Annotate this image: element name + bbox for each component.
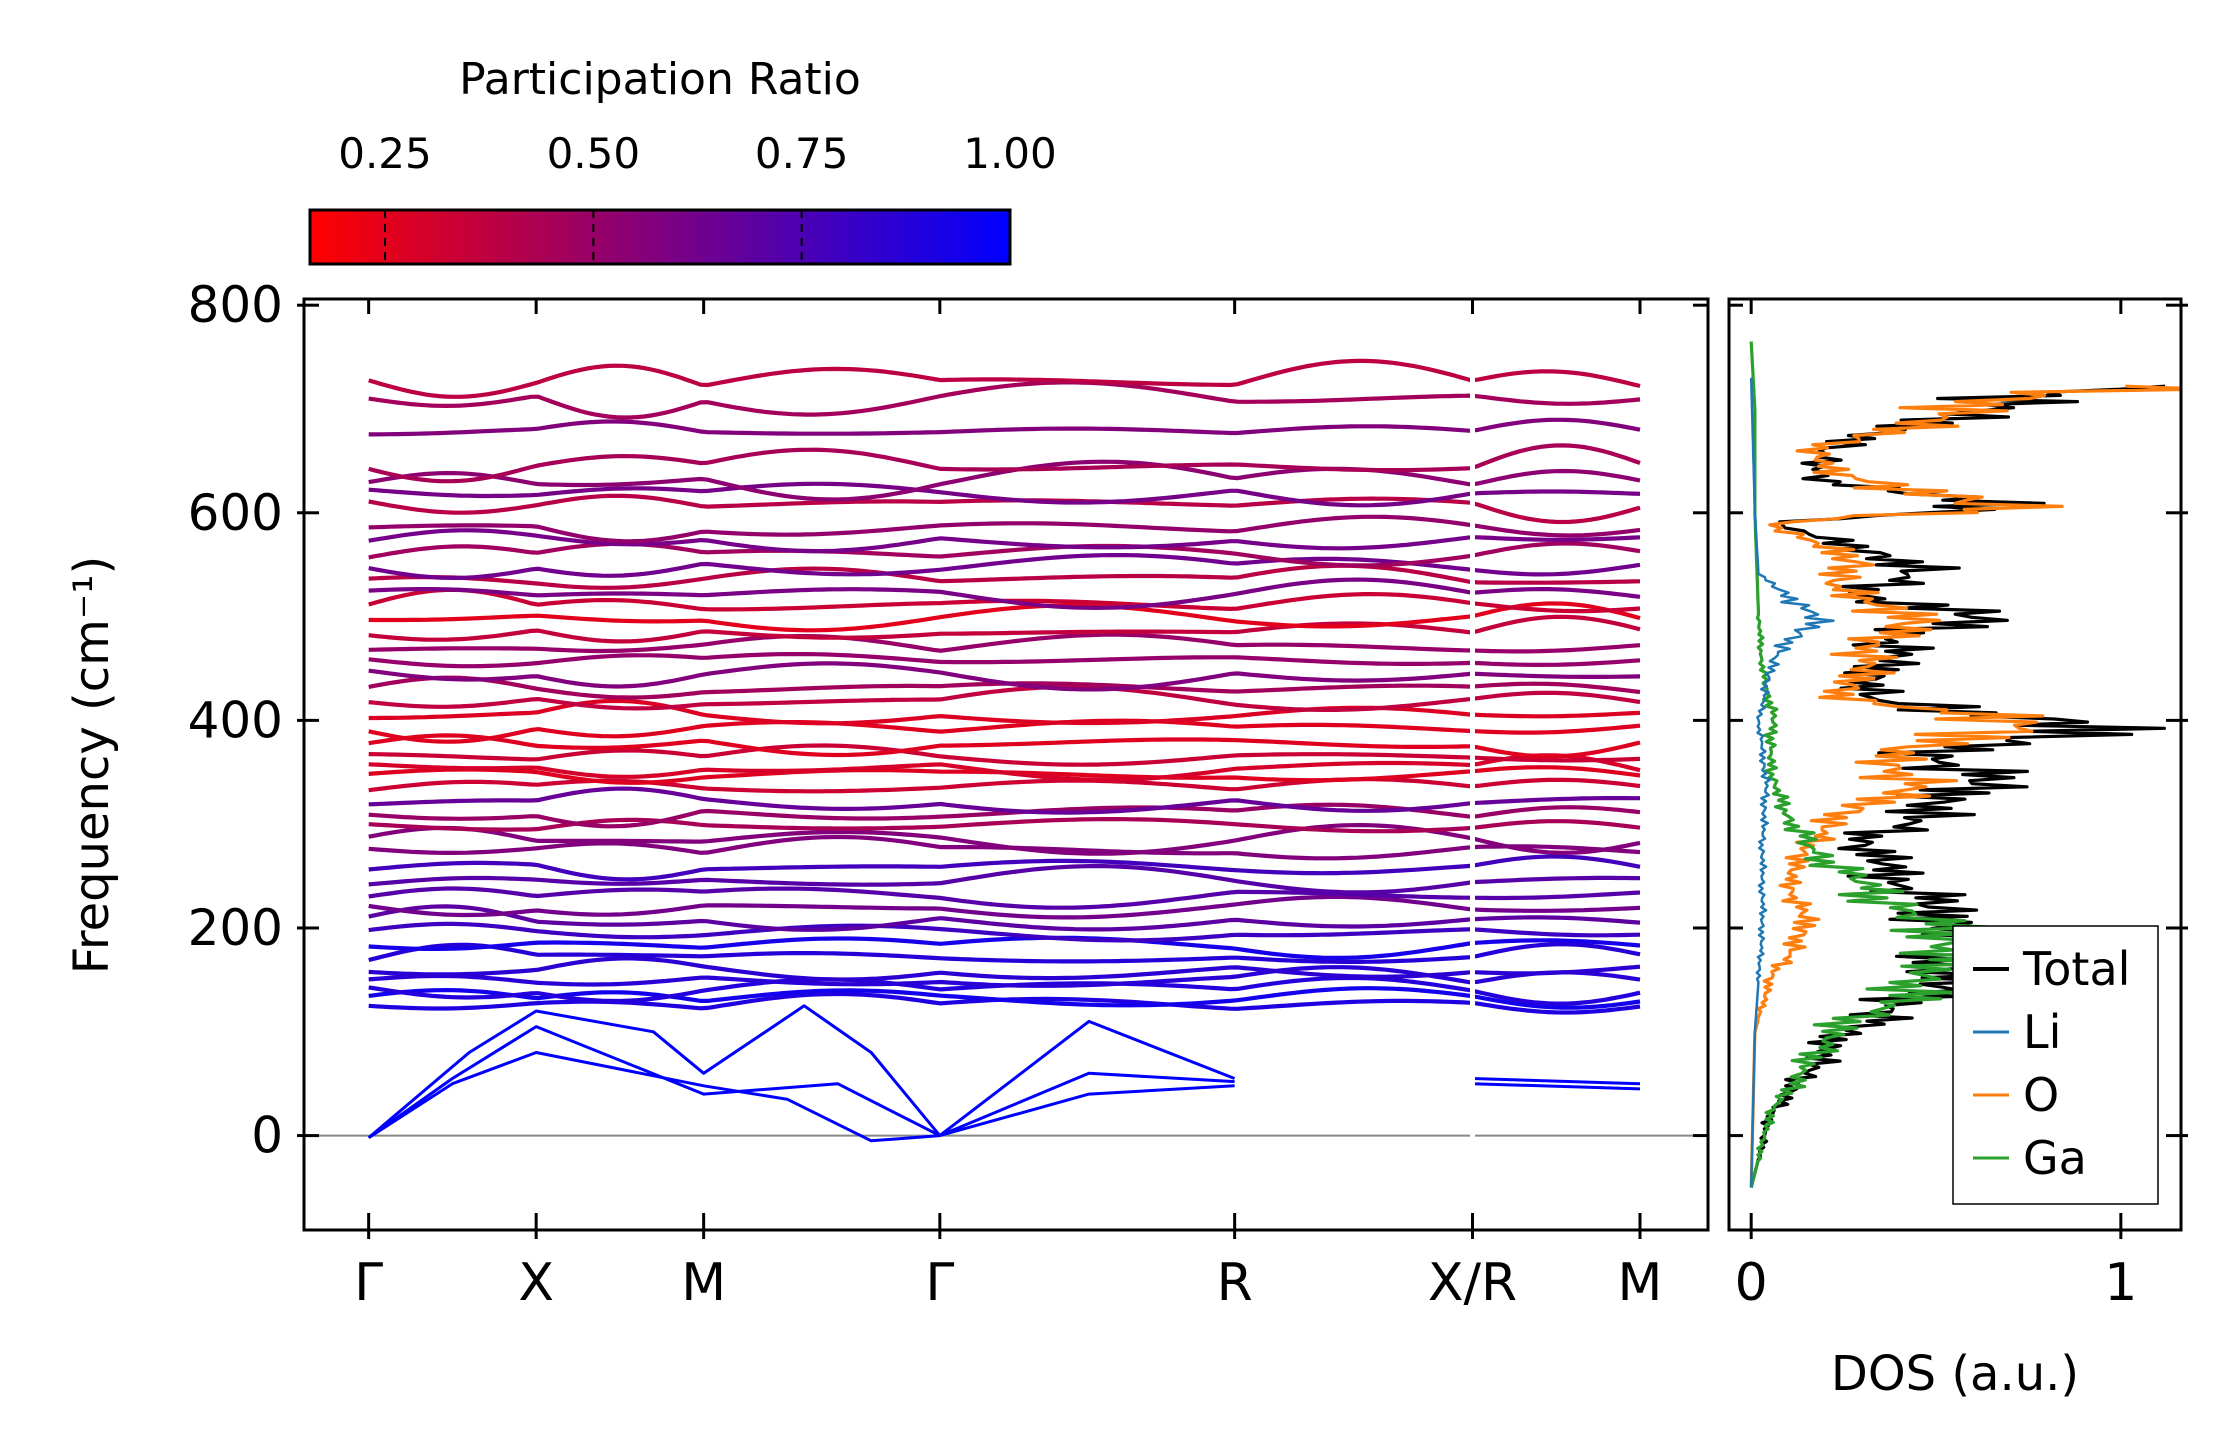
dos-x-tick-label: 1 (2104, 1253, 2137, 1313)
optical-branch (368, 514, 1641, 544)
optical-branch (368, 904, 1641, 932)
band-frame (302, 297, 1710, 1232)
x-axis-label-dos: DOS (a.u.) (1831, 1346, 2079, 1402)
legend-label: Ga (2023, 1131, 2087, 1185)
y-tick-label: 600 (188, 484, 283, 542)
x-tick-label: R (1217, 1253, 1253, 1313)
optical-branch (368, 733, 1641, 759)
optical-branch (368, 652, 1641, 669)
optical-branch (368, 358, 1641, 399)
legend-label: Total (2022, 942, 2130, 996)
colorbar: Participation Ratio 0.25 0.50 0.75 1.00 (308, 54, 1057, 266)
acoustic-branch (1472, 1077, 1641, 1086)
x-tick-label: M (1618, 1253, 1663, 1313)
optical-branch (368, 614, 1641, 644)
y-axis-label: Frequency (cm⁻¹) (64, 556, 120, 974)
legend-label: O (2023, 1068, 2059, 1122)
optical-branch (368, 802, 1641, 829)
colorbar-label: Participation Ratio (459, 54, 861, 105)
colorbar-tick-label: 1.00 (963, 129, 1057, 178)
optical-branch (368, 577, 1641, 611)
optical-branch (368, 528, 1641, 554)
optical-branch (368, 786, 1640, 815)
optical-branch (368, 601, 1641, 633)
colorbar-tick-label: 0.25 (338, 129, 432, 178)
optical-branch (368, 718, 1641, 744)
legend-label: Li (2023, 1005, 2061, 1059)
colorbar-tick-label: 0.50 (547, 129, 641, 178)
optical-branch (368, 956, 1641, 982)
optical-branch (368, 935, 1641, 960)
x-tick-label: Γ (925, 1253, 954, 1313)
dos-x-tick-label: 0 (1735, 1253, 1768, 1313)
optical-branch (368, 684, 1641, 712)
dos-lines (1749, 341, 2180, 1188)
dos-series-li (1749, 377, 1835, 1188)
band-x-axis: Γ X M Γ R X/R M (354, 300, 1662, 1313)
optical-branch (368, 541, 1641, 568)
optical-branch (368, 942, 1641, 964)
optical-branch (368, 661, 1641, 692)
optical-branch (368, 753, 1641, 782)
band-lines (367, 358, 1641, 1143)
optical-branch (368, 481, 1641, 508)
optical-branch (368, 698, 1641, 726)
optical-branch (368, 417, 1641, 437)
x-tick-label: X (518, 1253, 554, 1313)
optical-branch (368, 864, 1641, 895)
dos-frame (1727, 297, 2183, 1232)
y-tick-label: 0 (251, 1107, 283, 1165)
y-tick-label: 200 (188, 899, 283, 957)
y-tick-label: 400 (188, 691, 283, 749)
optical-branch (368, 854, 1641, 882)
optical-branch (368, 921, 1641, 943)
x-tick-label: X/R (1428, 1253, 1517, 1313)
y-tick-label: 800 (188, 276, 283, 334)
optical-branch (368, 380, 1641, 420)
x-tick-label: M (681, 1253, 726, 1313)
optical-branch (368, 632, 1641, 654)
optical-branch (368, 459, 1641, 502)
optical-branch (368, 553, 1641, 581)
colorbar-bar (308, 208, 1012, 266)
colorbar-tick-label: 0.75 (755, 129, 849, 178)
x-tick-label: Γ (354, 1253, 383, 1313)
optical-branch (368, 743, 1641, 767)
band-structure-panel: 0 200 400 600 800 Γ X M Γ R X/R M Frequency (cm⁻¹) (64, 276, 1710, 1313)
colorbar-ticks: 0.25 0.50 0.75 1.00 (338, 129, 1057, 264)
acoustic-branch (367, 1004, 1236, 1139)
optical-branch (368, 443, 1641, 484)
optical-branch (368, 894, 1641, 920)
optical-branch (368, 777, 1641, 794)
optical-branch (368, 563, 1641, 590)
acoustic-branch (367, 1051, 1235, 1143)
acoustic-branch (1472, 1082, 1641, 1091)
band-y-axis: 0 200 400 600 800 (188, 276, 1707, 1165)
optical-branch (368, 986, 1641, 1010)
optical-branch (368, 886, 1641, 910)
legend: Total Li O Ga (1952, 925, 2159, 1205)
acoustic-branch (367, 1025, 1235, 1139)
